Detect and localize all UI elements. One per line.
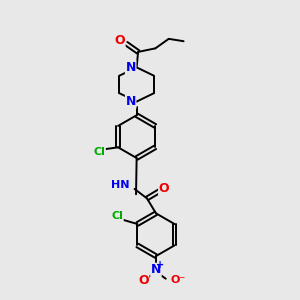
Text: Cl: Cl bbox=[93, 147, 105, 157]
Text: N: N bbox=[151, 263, 161, 276]
Text: O⁻: O⁻ bbox=[171, 275, 186, 286]
Text: N: N bbox=[125, 61, 136, 74]
Text: +: + bbox=[156, 260, 164, 270]
Text: HN: HN bbox=[111, 180, 129, 190]
Text: N: N bbox=[125, 95, 136, 108]
Text: Cl: Cl bbox=[111, 211, 123, 221]
Text: O: O bbox=[159, 182, 169, 194]
Text: O: O bbox=[114, 34, 125, 47]
Text: O: O bbox=[138, 274, 149, 287]
